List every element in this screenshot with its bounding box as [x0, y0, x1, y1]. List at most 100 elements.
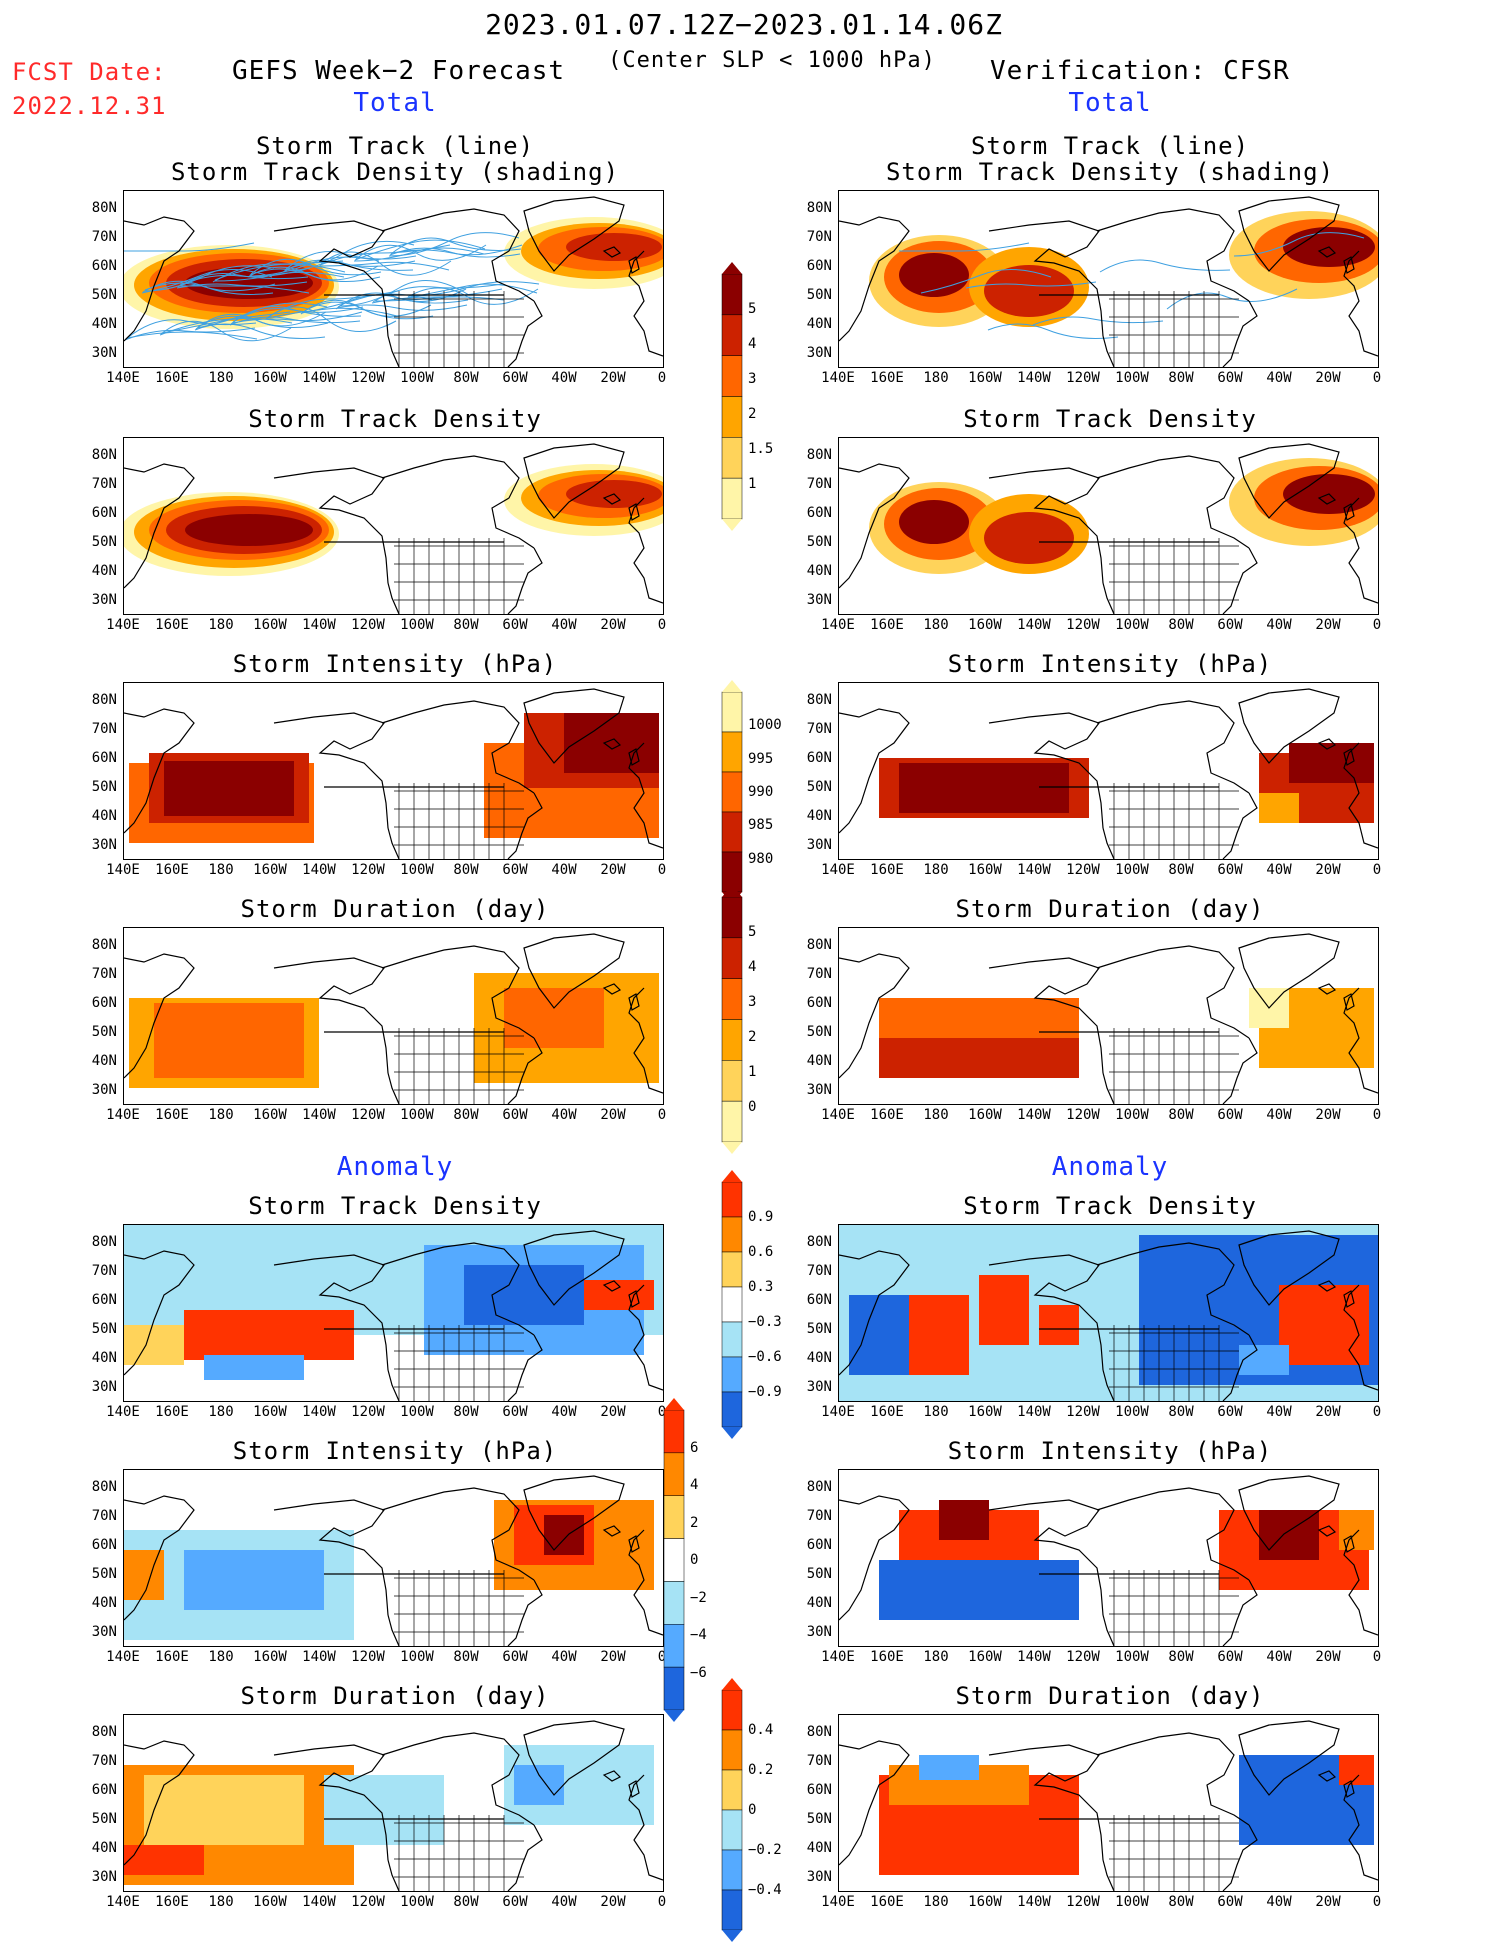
- lon-tick-label: 60W: [502, 862, 528, 878]
- lon-tick-label: 160E: [155, 1649, 189, 1665]
- lat-tick-label: 50N: [91, 534, 117, 550]
- colorbar-tick-label: 1: [748, 476, 757, 492]
- lon-tick-label: 160W: [253, 370, 287, 386]
- fcst-date-value: 2022.12.31: [12, 92, 167, 120]
- map-panel-anom_u-forecast: [123, 1714, 664, 1892]
- lon-tick-label: 60W: [502, 617, 528, 633]
- lon-tick-label: 120W: [351, 370, 385, 386]
- coastline-outline: [124, 1230, 663, 1401]
- lon-tick-label: 40W: [1266, 1894, 1292, 1910]
- lon-tick-label: 120W: [1066, 1404, 1100, 1420]
- left-track-line-title: Storm Track (line): [255, 132, 535, 160]
- left-duration-title: Storm Duration (day): [240, 895, 550, 923]
- lon-tick-label: 160W: [968, 1894, 1002, 1910]
- lat-tick-label: 40N: [806, 1053, 832, 1069]
- lon-tick-label: 0: [1372, 617, 1382, 633]
- lat-tick-label: 60N: [806, 258, 832, 274]
- colorbar-tick-label: 0.4: [748, 1722, 774, 1738]
- lon-tick-label: 20W: [1315, 862, 1341, 878]
- map-panel-density-verification: [838, 437, 1379, 615]
- lat-tick-label: 70N: [91, 476, 117, 492]
- lat-tick-label: 60N: [91, 258, 117, 274]
- map-panel-anom_d-forecast: [123, 1224, 664, 1402]
- lat-tick-label: 60N: [91, 995, 117, 1011]
- coastline-outline: [839, 196, 1378, 367]
- coastline-outline: [124, 1475, 663, 1646]
- lon-tick-label: 180: [208, 1894, 234, 1910]
- lat-tick-label: 30N: [91, 592, 117, 608]
- lat-tick-label: 50N: [91, 1321, 117, 1337]
- lon-tick-label: 160E: [155, 617, 189, 633]
- colorbar-tick-label: 2: [690, 1514, 699, 1531]
- lon-tick-label: 0: [1372, 370, 1382, 386]
- coastline-outline: [839, 1720, 1378, 1891]
- lat-tick-label: 30N: [806, 1869, 832, 1885]
- colorbar-tick-label: 3: [748, 371, 757, 387]
- colorbar-tick-label: 2: [748, 406, 757, 422]
- lon-tick-label: 140W: [1017, 862, 1051, 878]
- lon-tick-label: 0: [1372, 1404, 1382, 1420]
- left-duration-anom-title: Storm Duration (day): [240, 1682, 550, 1710]
- lon-tick-label: 120W: [351, 862, 385, 878]
- lat-tick-label: 30N: [91, 1082, 117, 1098]
- lon-tick-label: 60W: [502, 1404, 528, 1420]
- lon-tick-label: 0: [1372, 862, 1382, 878]
- lon-tick-label: 160E: [155, 862, 189, 878]
- colorbar-tick-label: 995: [748, 750, 774, 767]
- lon-tick-label: 160E: [155, 1894, 189, 1910]
- lat-tick-label: 30N: [806, 837, 832, 853]
- lon-tick-label: 100W: [400, 1649, 434, 1665]
- left-density-title: Storm Track Density: [248, 405, 542, 433]
- lon-tick-label: 40W: [551, 862, 577, 878]
- right-track-shading-title: Storm Track Density (shading): [885, 158, 1335, 186]
- colorbar-tick-label: −0.3: [748, 1314, 782, 1330]
- lat-tick-label: 60N: [91, 1537, 117, 1553]
- lon-tick-label: 140E: [821, 1894, 855, 1910]
- map-panel-track-forecast: [123, 190, 664, 368]
- lat-tick-label: 40N: [91, 1595, 117, 1611]
- lon-tick-label: 160E: [870, 862, 904, 878]
- right-track-line-title: Storm Track (line): [970, 132, 1250, 160]
- lat-tick-label: 30N: [91, 1379, 117, 1395]
- lon-tick-label: 0: [657, 370, 667, 386]
- lat-tick-label: 50N: [806, 1024, 832, 1040]
- colorbar-tick-label: 4: [748, 959, 757, 975]
- lon-tick-label: 20W: [1315, 1894, 1341, 1910]
- lon-tick-label: 180: [923, 1107, 949, 1123]
- lat-tick-label: 60N: [806, 995, 832, 1011]
- colorbar-tick-label: 1: [748, 1064, 757, 1080]
- lon-tick-label: 160W: [968, 1404, 1002, 1420]
- left-track-shading-title: Storm Track Density (shading): [170, 158, 620, 186]
- lon-tick-label: 100W: [400, 1894, 434, 1910]
- lon-tick-label: 60W: [1217, 1894, 1243, 1910]
- map-panel-track-verification: [838, 190, 1379, 368]
- map-panel-duration-forecast: [123, 927, 664, 1105]
- lon-tick-label: 100W: [400, 1107, 434, 1123]
- lat-tick-label: 80N: [91, 692, 117, 708]
- lon-tick-label: 40W: [1266, 617, 1292, 633]
- lon-tick-label: 40W: [551, 1404, 577, 1420]
- lon-tick-label: 140W: [302, 862, 336, 878]
- lat-tick-label: 60N: [806, 1292, 832, 1308]
- lat-tick-label: 80N: [91, 1234, 117, 1250]
- lat-tick-label: 30N: [91, 837, 117, 853]
- lon-tick-label: 80W: [453, 862, 479, 878]
- lat-tick-label: 60N: [806, 505, 832, 521]
- colorbar-tick-label: 3: [748, 994, 757, 1010]
- lon-tick-label: 160W: [968, 617, 1002, 633]
- lon-tick-label: 120W: [351, 1649, 385, 1665]
- lon-tick-label: 180: [208, 370, 234, 386]
- lat-tick-label: 50N: [91, 1566, 117, 1582]
- lon-tick-label: 20W: [1315, 370, 1341, 386]
- lon-tick-label: 80W: [1168, 370, 1194, 386]
- right-density-title: Storm Track Density: [963, 405, 1257, 433]
- lon-tick-label: 140E: [821, 1404, 855, 1420]
- lon-tick-label: 140E: [821, 1107, 855, 1123]
- lat-tick-label: 50N: [91, 1811, 117, 1827]
- lon-tick-label: 100W: [1115, 1649, 1149, 1665]
- lon-tick-label: 60W: [502, 1107, 528, 1123]
- lat-tick-label: 50N: [806, 1566, 832, 1582]
- lon-tick-label: 100W: [400, 617, 434, 633]
- map-panel-anom_i-verification: [838, 1469, 1379, 1647]
- colorbar-tick-label: −0.6: [748, 1349, 782, 1365]
